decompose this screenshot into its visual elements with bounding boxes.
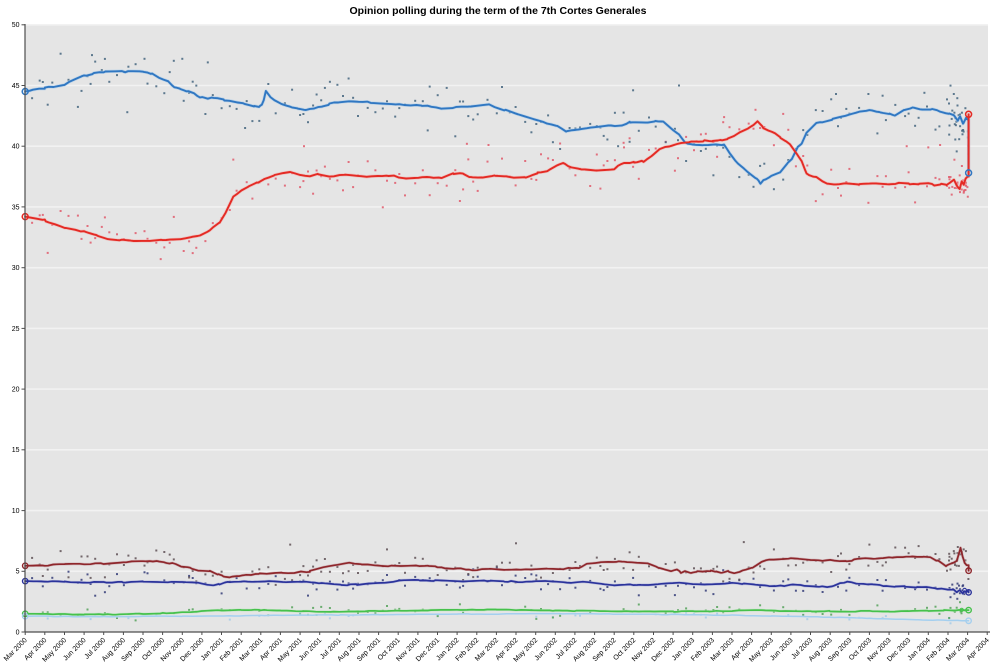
svg-text:15: 15 (12, 447, 20, 454)
svg-text:35: 35 (12, 204, 20, 211)
svg-text:30: 30 (12, 265, 20, 272)
svg-text:20: 20 (12, 387, 20, 394)
svg-text:5: 5 (16, 569, 20, 576)
svg-text:10: 10 (12, 508, 20, 515)
svg-text:Opinion polling during the ter: Opinion polling during the term of the 7… (350, 5, 647, 17)
svg-text:25: 25 (12, 326, 20, 333)
svg-text:45: 45 (12, 83, 20, 90)
svg-text:0: 0 (16, 629, 20, 636)
svg-text:50: 50 (12, 22, 20, 29)
svg-text:40: 40 (12, 144, 20, 151)
